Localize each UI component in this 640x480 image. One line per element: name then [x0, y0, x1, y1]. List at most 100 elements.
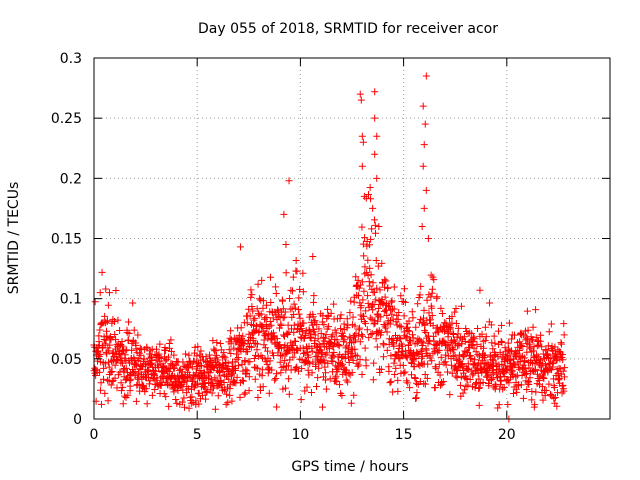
data-point: [211, 374, 219, 382]
data-point: [360, 192, 368, 200]
data-point: [331, 377, 339, 385]
data-point: [470, 344, 478, 352]
data-point: [457, 373, 465, 381]
data-point: [324, 305, 332, 313]
data-point: [257, 310, 265, 318]
data-point: [165, 402, 173, 410]
data-point: [338, 332, 346, 340]
data-point: [421, 370, 429, 378]
data-point: [368, 315, 376, 323]
data-point: [100, 364, 108, 372]
data-point: [262, 301, 270, 309]
data-point: [420, 204, 428, 212]
data-point: [541, 392, 549, 400]
data-point: [208, 389, 216, 397]
data-point: [371, 221, 379, 229]
data-point: [379, 340, 387, 348]
data-point: [394, 348, 402, 356]
data-point: [270, 333, 278, 341]
data-point: [521, 370, 529, 378]
data-point: [344, 321, 352, 329]
data-point: [151, 386, 159, 394]
data-point: [545, 380, 553, 388]
data-point: [213, 356, 221, 364]
data-point: [423, 296, 431, 304]
data-point: [372, 335, 380, 343]
data-point: [345, 344, 353, 352]
data-point: [346, 334, 354, 342]
data-point: [452, 319, 460, 327]
data-point: [196, 367, 204, 375]
data-point: [231, 367, 239, 375]
data-point: [266, 357, 274, 365]
data-point: [281, 357, 289, 365]
data-point: [390, 283, 398, 291]
data-point: [182, 350, 190, 358]
data-point: [258, 276, 266, 284]
data-point: [332, 372, 340, 380]
data-point: [321, 376, 329, 384]
data-point: [152, 367, 160, 375]
data-point: [303, 383, 311, 391]
data-point: [412, 394, 420, 402]
data-point: [419, 102, 427, 110]
data-point: [380, 353, 388, 361]
data-point: [129, 299, 137, 307]
data-point: [195, 400, 203, 408]
data-point: [290, 300, 298, 308]
data-point: [159, 362, 167, 370]
data-point: [367, 195, 375, 203]
data-point: [490, 332, 498, 340]
data-point: [309, 313, 317, 321]
data-point: [111, 374, 119, 382]
data-point: [536, 337, 544, 345]
data-point: [363, 326, 371, 334]
data-point: [382, 277, 390, 285]
data-point: [320, 356, 328, 364]
data-point: [269, 329, 277, 337]
data-point: [313, 320, 321, 328]
data-point: [358, 132, 366, 140]
data-point: [300, 319, 308, 327]
data-point: [537, 331, 545, 339]
data-point: [517, 381, 525, 389]
data-point: [361, 234, 369, 242]
data-point: [274, 306, 282, 314]
data-point: [476, 384, 484, 392]
data-point: [392, 364, 400, 372]
data-point: [356, 324, 364, 332]
data-point: [164, 353, 172, 361]
y-tick-label: 0.1: [60, 292, 82, 308]
data-point: [226, 391, 234, 399]
data-point: [170, 388, 178, 396]
data-point: [103, 317, 111, 325]
data-point: [470, 333, 478, 341]
data-point: [332, 329, 340, 337]
data-point: [427, 316, 435, 324]
data-point: [528, 396, 536, 404]
data-point: [369, 306, 377, 314]
data-point: [225, 346, 233, 354]
data-point: [291, 338, 299, 346]
data-point: [383, 328, 391, 336]
data-point: [385, 302, 393, 310]
data-point: [337, 325, 345, 333]
data-point: [528, 388, 536, 396]
data-point: [126, 382, 134, 390]
data-point: [531, 365, 539, 373]
data-point: [517, 353, 525, 361]
data-point: [241, 389, 249, 397]
data-point: [361, 263, 369, 271]
data-point: [289, 342, 297, 350]
data-point: [206, 386, 214, 394]
data-point: [494, 404, 502, 412]
data-point: [427, 293, 435, 301]
data-point: [485, 382, 493, 390]
data-point: [296, 314, 304, 322]
data-point: [396, 335, 404, 343]
data-point: [527, 333, 535, 341]
data-point: [353, 359, 361, 367]
data-point: [475, 384, 483, 392]
data-point: [380, 320, 388, 328]
